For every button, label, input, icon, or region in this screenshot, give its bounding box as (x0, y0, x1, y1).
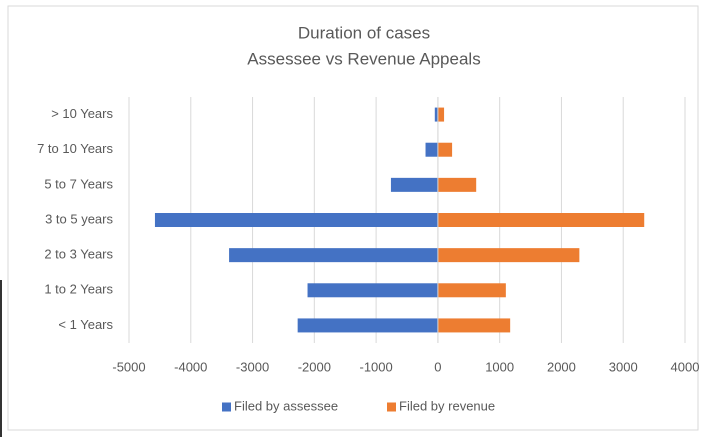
y-tick-label: 1 to 2 Years (44, 282, 113, 297)
x-tick-label: 4000 (671, 359, 700, 374)
y-tick-label: 3 to 5 years (45, 211, 113, 226)
bar (297, 318, 438, 333)
x-tick-label: -5000 (112, 359, 145, 374)
legend-swatch (222, 402, 231, 412)
bar (154, 213, 438, 227)
y-tick-label: < 1 Years (58, 317, 113, 332)
x-tick-label: -1000 (359, 359, 392, 374)
bar (437, 177, 477, 192)
x-tick-label: 2000 (547, 359, 576, 374)
y-tick-label: 7 to 10 Years (37, 141, 113, 156)
bar (307, 283, 438, 298)
x-tick-label: -3000 (236, 359, 269, 374)
bar (229, 248, 438, 263)
bar (434, 107, 438, 122)
bar (437, 213, 645, 227)
legend-swatch (387, 402, 396, 412)
bar (437, 142, 453, 157)
legend-label: Filed by revenue (399, 398, 495, 413)
y-tick-label: 5 to 7 Years (44, 176, 113, 191)
x-tick-label: 1000 (485, 359, 514, 374)
bar (437, 283, 506, 298)
x-tick-label: 0 (434, 359, 441, 374)
y-tick-label: 2 to 3 Years (44, 247, 113, 262)
bar (437, 248, 580, 263)
chart-title: Duration of cases (298, 23, 430, 42)
chart-subtitle: Assessee vs Revenue Appeals (247, 49, 480, 68)
bar (390, 177, 438, 192)
legend-label: Filed by assessee (234, 398, 338, 413)
y-tick-label: > 10 Years (51, 106, 113, 121)
x-tick-label: -2000 (298, 359, 331, 374)
bar (437, 318, 511, 333)
x-tick-label: -4000 (174, 359, 207, 374)
bar (425, 142, 438, 157)
bar (437, 107, 445, 122)
x-tick-label: 3000 (609, 359, 638, 374)
